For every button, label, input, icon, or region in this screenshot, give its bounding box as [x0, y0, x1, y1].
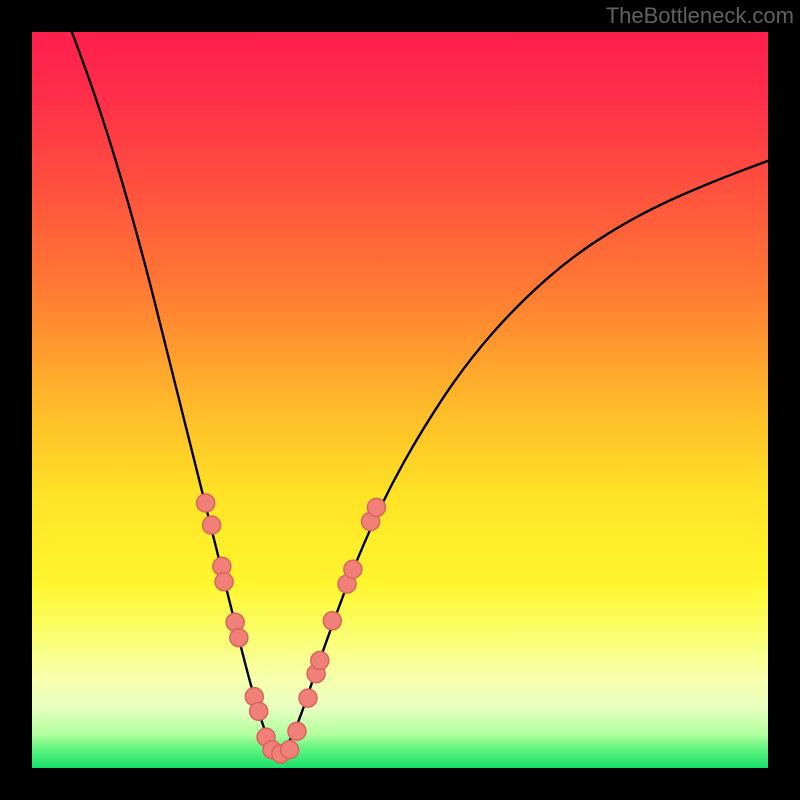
- data-marker: [288, 722, 306, 740]
- watermark-text: TheBottleneck.com: [606, 3, 794, 29]
- data-marker: [281, 741, 299, 759]
- data-marker: [367, 498, 385, 516]
- data-marker: [299, 689, 317, 707]
- data-marker: [311, 652, 329, 670]
- data-marker: [230, 629, 248, 647]
- data-marker: [203, 516, 221, 534]
- data-marker: [323, 612, 341, 630]
- bottleneck-chart: [0, 0, 800, 800]
- gradient-background: [32, 32, 768, 768]
- data-marker: [215, 573, 233, 591]
- data-marker: [197, 494, 215, 512]
- data-marker: [250, 702, 268, 720]
- data-marker: [344, 560, 362, 578]
- chart-container: { "watermark": { "text": "TheBottleneck.…: [0, 0, 800, 800]
